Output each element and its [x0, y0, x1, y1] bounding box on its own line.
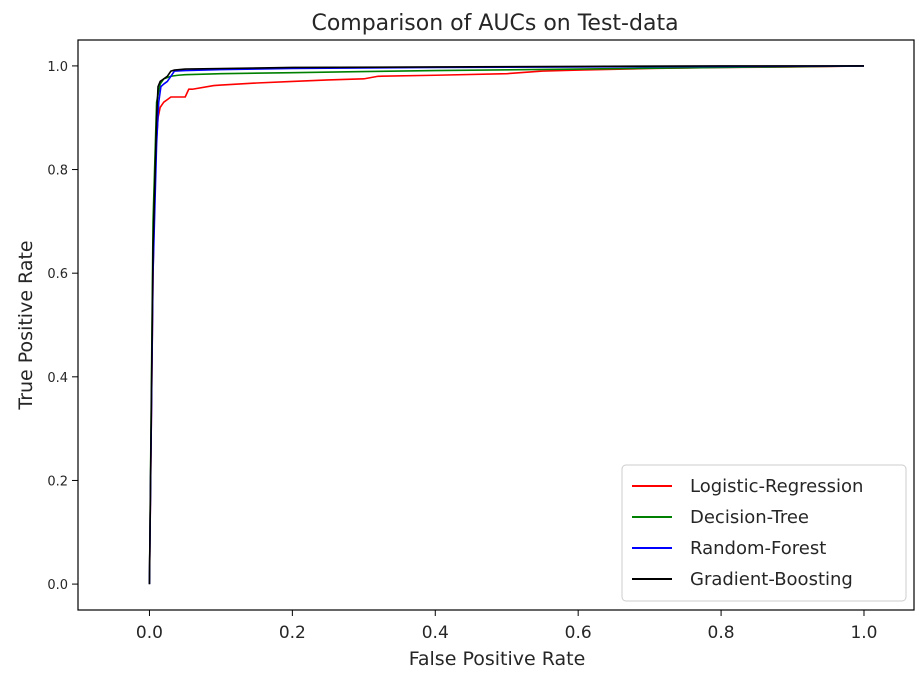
y-axis-ticks: 0.0 0.2 0.4 0.6 0.8 1.0 — [47, 60, 78, 593]
x-tick-label: 0.2 — [279, 623, 306, 643]
x-tick-label: 0.0 — [136, 623, 163, 643]
y-tick-label: 0.0 — [47, 578, 68, 593]
x-axis-ticks: 0.0 0.2 0.4 0.6 0.8 1.0 — [136, 610, 878, 643]
legend: Logistic-Regression Decision-Tree Random-F… — [621, 464, 907, 602]
legend-box — [621, 464, 907, 602]
x-tick-label: 1.0 — [850, 623, 877, 643]
x-tick-label: 0.8 — [708, 623, 735, 643]
legend-label-logistic-regression: Logistic-Regression — [690, 476, 863, 497]
y-tick-label: 0.4 — [47, 371, 68, 386]
y-tick-label: 0.6 — [47, 267, 68, 282]
legend-label-gradient-boosting: Gradient-Boosting — [690, 569, 853, 590]
series-line-gradient-boosting — [148, 65, 864, 585]
legend-label-random-forest: Random-Forest — [690, 538, 826, 559]
legend-label-decision-tree: Decision-Tree — [690, 507, 809, 528]
y-tick-label: 1.0 — [47, 60, 68, 75]
series-lines — [148, 65, 864, 585]
x-tick-label: 0.6 — [565, 623, 592, 643]
y-tick-label: 0.2 — [47, 474, 68, 489]
x-axis-label: False Positive Rate — [409, 648, 586, 670]
chart-title: Comparison of AUCs on Test-data — [311, 11, 678, 36]
x-tick-label: 0.4 — [422, 623, 449, 643]
y-axis-label: True Positive Rate — [15, 240, 37, 410]
plot-frame — [77, 39, 915, 611]
y-tick-label: 0.8 — [47, 164, 68, 179]
